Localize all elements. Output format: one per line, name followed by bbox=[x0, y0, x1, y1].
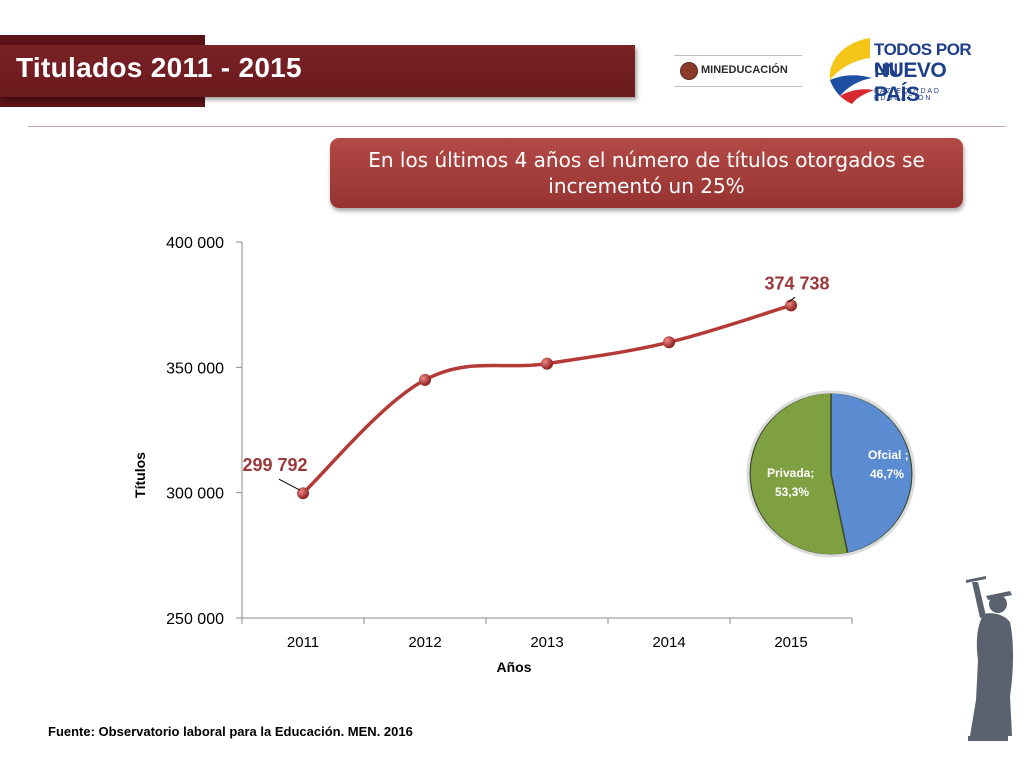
data-label-leader bbox=[278, 478, 301, 491]
y-axis-title: Títulos bbox=[132, 452, 148, 498]
pie-rim bbox=[746, 390, 916, 558]
x-tick-label: 2014 bbox=[652, 634, 685, 651]
x-tick-label: 2012 bbox=[408, 634, 441, 651]
x-tick-label: 2013 bbox=[530, 634, 563, 651]
data-point bbox=[297, 487, 309, 500]
series-line-layer bbox=[301, 303, 792, 495]
source-note: Fuente: Observatorio laboral para la Edu… bbox=[48, 724, 413, 739]
pie-value-privada: 53,3% bbox=[775, 485, 809, 499]
data-point bbox=[785, 299, 797, 312]
logo-text-line1: TODOS POR UN bbox=[874, 40, 972, 79]
highlight-callout: En los últimos 4 años el número de títul… bbox=[330, 138, 963, 208]
data-label: 299 792 bbox=[242, 455, 307, 475]
mineducacion-logo: MINEDUCACIÓN bbox=[674, 55, 802, 87]
data-point bbox=[419, 373, 431, 386]
data-label-layer: 299 792 374 738 bbox=[242, 273, 830, 491]
pie-chart: Ofcial ; 46,7% Privada; 53,3% bbox=[746, 390, 916, 558]
pie-value-oficial: 46,7% bbox=[870, 467, 904, 481]
y-tick-label: 350 000 bbox=[166, 360, 224, 377]
pie-label-privada: Privada; bbox=[767, 466, 814, 480]
title-bar bbox=[0, 45, 635, 97]
data-label-leader bbox=[787, 296, 796, 303]
x-tick-label: 2015 bbox=[774, 634, 807, 651]
header-divider bbox=[28, 126, 1006, 127]
y-tick-label: 400 000 bbox=[166, 235, 224, 252]
series-line bbox=[301, 303, 792, 495]
chart-axes: 250 000 300 000 350 000 400 000 2011 2012 2013… bbox=[166, 235, 853, 651]
x-tick-label: 2011 bbox=[287, 634, 319, 651]
page-title: Titulados 2011 - 2015 bbox=[16, 52, 302, 83]
y-tick-label: 300 000 bbox=[166, 486, 224, 503]
mineducacion-logo-text: MINEDUCACIÓN bbox=[701, 64, 788, 76]
data-point-layer bbox=[297, 299, 797, 500]
todos-por-un-nuevo-pais-logo: TODOS POR UN NUEVO PAÍS PAZ EQUIDAD EDUC… bbox=[826, 34, 986, 106]
y-tick-label: 250 000 bbox=[166, 611, 224, 628]
coat-of-arms-icon bbox=[680, 62, 698, 80]
logo-text-line3: PAZ EQUIDAD EDUCACIÓN bbox=[874, 88, 941, 102]
data-point bbox=[541, 357, 553, 370]
graduate-silhouette-icon bbox=[966, 576, 1013, 741]
data-point bbox=[663, 336, 675, 349]
x-axis-title: Años bbox=[497, 659, 532, 675]
flag-swoosh-icon bbox=[829, 38, 874, 104]
data-label: 374 738 bbox=[764, 273, 829, 293]
logo-text-line2: NUEVO PAÍS bbox=[874, 59, 947, 106]
pie-label-oficial: Ofcial ; bbox=[868, 448, 909, 462]
